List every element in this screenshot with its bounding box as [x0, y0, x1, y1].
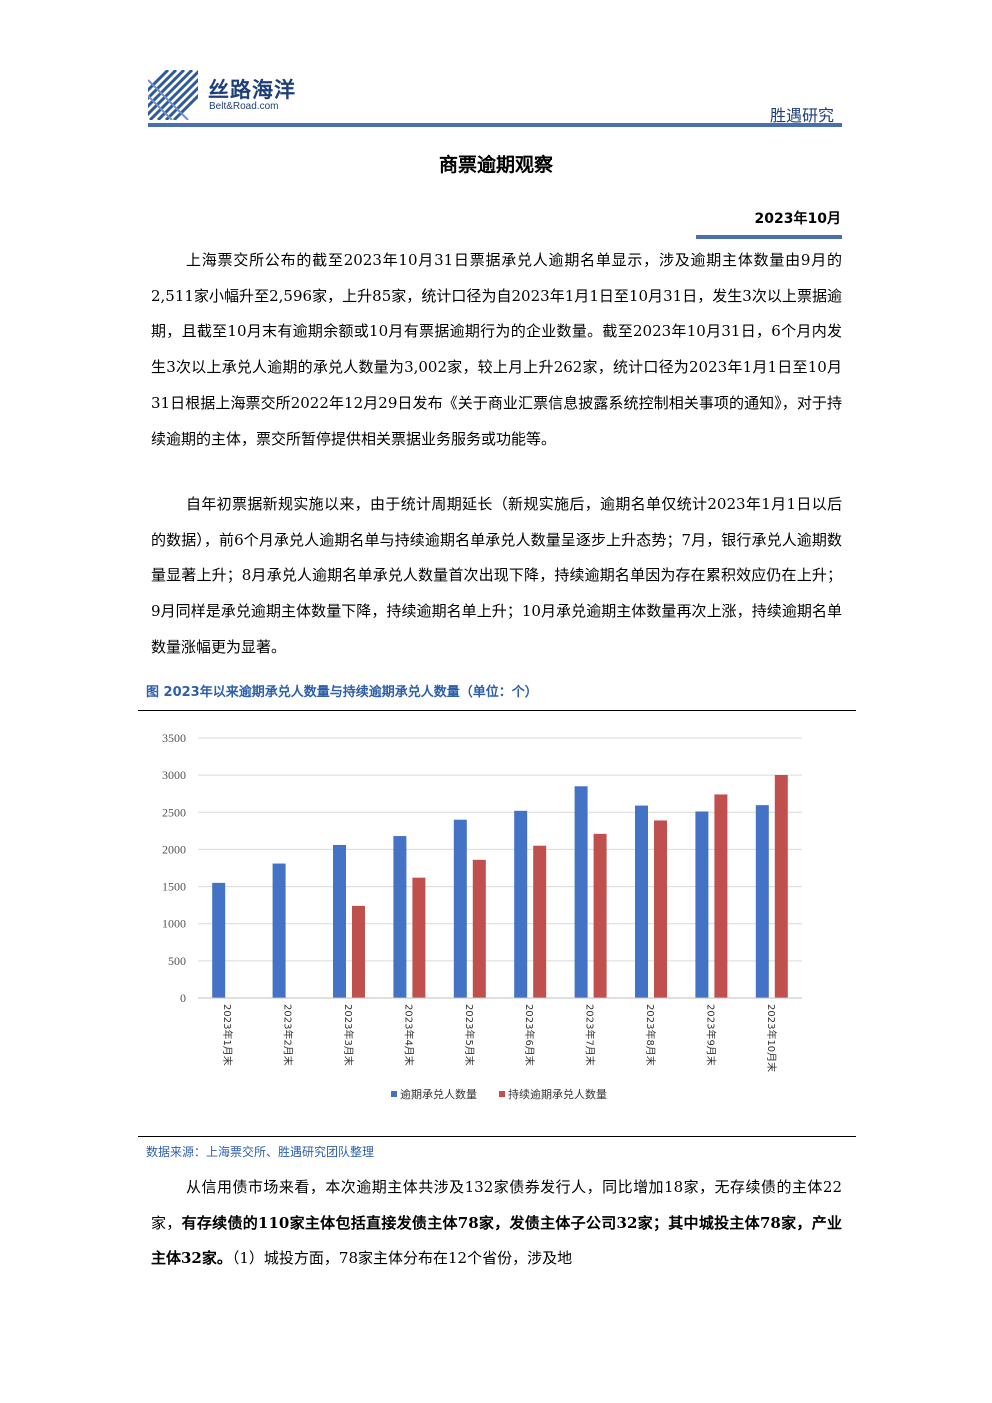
- bar-overdue-1: [212, 882, 226, 998]
- legend-label: 逾期承兑人数量: [400, 1087, 477, 1101]
- figure-caption: 图 2023年以来逾期承兑人数量与持续逾期承兑人数量（单位：个）: [146, 685, 538, 700]
- bar-persistent-4: [412, 877, 426, 998]
- x-tick-label: 2023年3月末: [342, 1004, 355, 1066]
- y-tick-label: 3500: [162, 731, 186, 745]
- brand-domain: Belt&Road.com: [209, 101, 279, 112]
- bar-persistent-7: [593, 833, 607, 998]
- y-tick-label: 500: [168, 954, 186, 968]
- bar-overdue-9: [695, 811, 709, 998]
- legend-swatch-2: [499, 1091, 505, 1097]
- paragraph-credit-lead: 从信用债市场来看，本次逾期主体共涉及132家债券发行人，同比增加18家，无存续债…: [151, 1178, 842, 1232]
- bar-overdue-2: [272, 863, 286, 998]
- paragraph-credit-market: 从信用债市场来看，本次逾期主体共涉及132家债券发行人，同比增加18家，无存续债…: [151, 1170, 842, 1277]
- x-tick-label: 2023年4月末: [402, 1004, 415, 1066]
- bar-overdue-7: [574, 786, 588, 998]
- bar-persistent-3: [352, 905, 365, 998]
- x-tick-label: 2023年9月末: [704, 1004, 717, 1066]
- paragraph-credit-tail: （1）城投方面，78家主体分布在12个省份，涉及地: [231, 1249, 573, 1268]
- legend-swatch-1: [391, 1091, 397, 1097]
- paragraph-credit-bold: 有存续债的110家主体包括直接发债主体78家，发债主体子公司32家；其中城投主体…: [151, 1213, 842, 1268]
- x-tick-label: 2023年8月末: [644, 1004, 657, 1066]
- x-axis-ticks: 2023年1月末 2023年2月末 2023年3月末 2023年4月末 2023年5月末…: [221, 1004, 778, 1072]
- paragraph-overview: 上海票交所公布的截至2023年10月31日票据承兑人逾期名单显示，涉及逾期主体数…: [151, 251, 842, 448]
- chart-bars: [212, 774, 788, 998]
- document-title: 商票逾期观察: [438, 154, 553, 176]
- brand-name: 丝路海洋: [208, 78, 296, 102]
- bar-persistent-10: [774, 774, 788, 998]
- y-tick-label: 3000: [162, 768, 186, 782]
- bar-persistent-9: [714, 794, 728, 998]
- legend-label: 持续逾期承兑人数量: [508, 1087, 607, 1101]
- bar-persistent-5: [472, 859, 486, 998]
- figure-bottom-rule: [138, 1136, 856, 1137]
- bar-overdue-8: [635, 805, 648, 998]
- document-date: 2023年10月: [754, 211, 841, 227]
- bar-overdue-3: [333, 844, 346, 998]
- header-divider: [148, 123, 842, 127]
- x-tick-label: 2023年1月末: [221, 1004, 234, 1066]
- chart-legend: 逾期承兑人数量 持续逾期承兑人数量: [391, 1087, 607, 1101]
- x-tick-label: 2023年2月末: [282, 1004, 295, 1066]
- bar-overdue-5: [453, 819, 467, 998]
- y-tick-label: 2500: [162, 805, 186, 819]
- y-tick-label: 0: [180, 991, 186, 1005]
- x-tick-label: 2023年6月末: [523, 1004, 536, 1066]
- x-tick-label: 2023年7月末: [584, 1004, 597, 1066]
- bar-overdue-4: [393, 836, 407, 998]
- x-tick-label: 2023年5月末: [463, 1004, 476, 1066]
- bar-overdue-10: [755, 805, 769, 998]
- header-tag: 胜遇研究: [769, 106, 834, 125]
- paragraph-trend: 自年初票据新规实施以来，由于统计周期延长（新规实施后，逾期名单仅统计2023年1…: [151, 495, 842, 656]
- x-tick-label: 2023年10月末: [765, 1004, 778, 1072]
- y-tick-label: 2000: [162, 842, 186, 856]
- bar-persistent-8: [654, 820, 667, 998]
- y-axis-ticks: 0 500 1000 1500 2000 2500 3000 3500: [162, 731, 186, 1005]
- y-tick-label: 1500: [162, 880, 186, 894]
- bar-persistent-6: [533, 845, 547, 998]
- source-note: 数据来源：上海票交所、胜遇研究团队整理: [146, 1145, 375, 1159]
- bar-overdue-6: [514, 810, 528, 998]
- chart-gridlines: [198, 737, 802, 962]
- date-divider: [696, 235, 842, 239]
- figure-top-rule: [138, 710, 856, 711]
- y-tick-label: 1000: [162, 917, 186, 931]
- brand-logo-icon: [148, 70, 198, 120]
